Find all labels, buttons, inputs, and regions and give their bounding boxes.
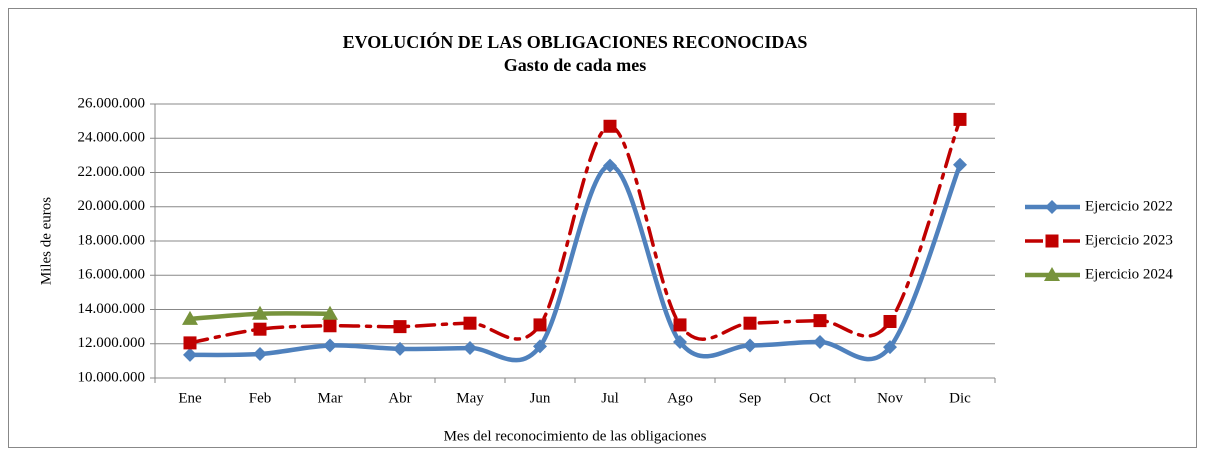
- data-point: [813, 335, 827, 350]
- x-tick-label: Nov: [877, 390, 903, 406]
- data-point: [813, 314, 827, 328]
- y-tick-label: 20.000.000: [78, 198, 146, 214]
- data-point: [673, 335, 687, 350]
- y-tick-label: 12.000.000: [78, 335, 146, 351]
- y-tick-label: 18.000.000: [78, 232, 146, 248]
- data-point: [322, 305, 338, 320]
- legend-marker: [1045, 200, 1059, 214]
- y-tick-label: 14.000.000: [78, 301, 146, 317]
- chart-border: [8, 8, 1197, 448]
- data-point: [253, 347, 267, 362]
- x-tick-label: Oct: [809, 390, 831, 406]
- data-point: [883, 340, 897, 355]
- x-axis-label: Mes del reconocimiento de las obligacion…: [444, 428, 707, 444]
- y-tick-label: 22.000.000: [78, 164, 146, 180]
- data-point: [603, 119, 617, 133]
- y-tick-label: 26.000.000: [78, 95, 146, 111]
- data-point: [323, 338, 337, 353]
- chart-title: EVOLUCIÓN DE LAS OBLIGACIONES RECONOCIDA…: [343, 31, 808, 52]
- data-point: [463, 316, 477, 330]
- data-point: [603, 158, 617, 173]
- x-tick-label: May: [456, 390, 484, 406]
- data-point: [463, 341, 477, 356]
- x-tick-label: Sep: [739, 390, 762, 406]
- data-point: [323, 319, 337, 333]
- x-tick-label: Jul: [601, 390, 619, 406]
- x-tick-label: Ene: [178, 390, 202, 406]
- data-point: [393, 341, 407, 356]
- data-point: [953, 157, 967, 172]
- x-tick-label: Abr: [388, 390, 411, 406]
- legend-label: Ejercicio 2023: [1085, 232, 1173, 248]
- legend-label: Ejercicio 2022: [1085, 198, 1173, 214]
- y-tick-label: 16.000.000: [78, 267, 146, 283]
- data-point: [183, 336, 197, 350]
- y-tick-label: 10.000.000: [78, 369, 146, 385]
- data-point: [743, 338, 757, 353]
- data-point: [743, 316, 757, 330]
- x-tick-label: Dic: [949, 390, 971, 406]
- x-tick-label: Feb: [249, 390, 272, 406]
- legend-marker: [1044, 267, 1060, 281]
- data-point: [953, 112, 967, 126]
- data-point: [533, 318, 547, 332]
- x-tick-label: Mar: [318, 390, 343, 406]
- legend-marker: [1045, 234, 1059, 248]
- data-point: [252, 305, 268, 320]
- x-tick-label: Ago: [667, 390, 693, 406]
- chart-subtitle: Gasto de cada mes: [504, 55, 647, 75]
- legend-label: Ejercicio 2024: [1085, 266, 1173, 282]
- data-point: [393, 320, 407, 334]
- data-point: [182, 310, 198, 325]
- y-axis-label: Miles de euros: [38, 197, 54, 285]
- data-point: [533, 339, 547, 354]
- data-point: [673, 318, 687, 332]
- x-tick-label: Jun: [530, 390, 551, 406]
- data-point: [883, 314, 897, 328]
- data-point: [253, 322, 267, 336]
- y-tick-label: 24.000.000: [78, 130, 146, 146]
- data-point: [183, 347, 197, 362]
